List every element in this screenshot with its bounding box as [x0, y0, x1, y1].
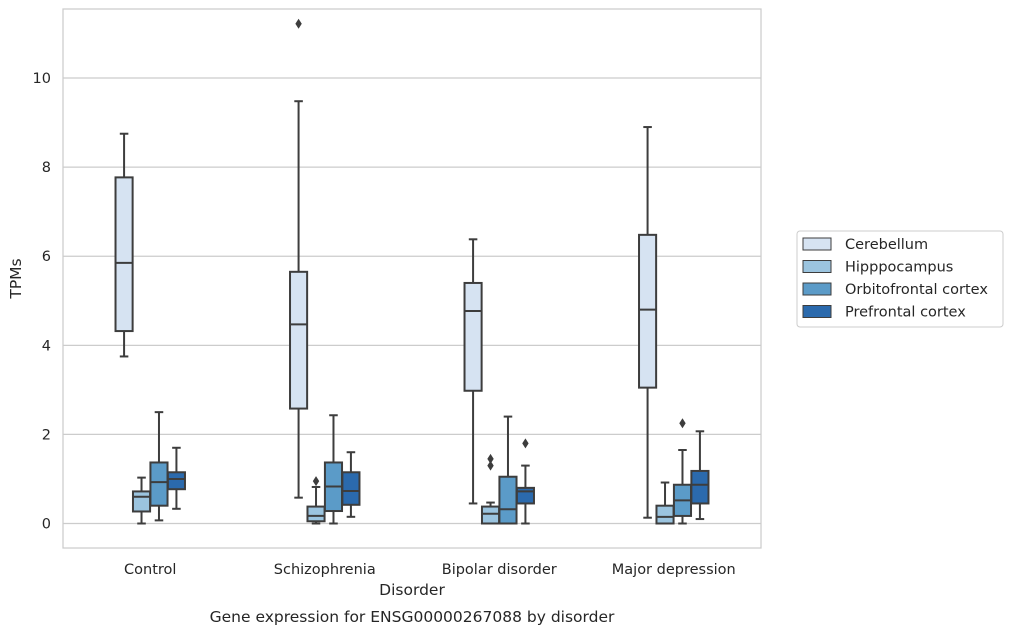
legend-label: Cerebellum: [845, 237, 928, 253]
outlier-point: [295, 18, 302, 29]
box-body: [655, 504, 675, 525]
box: [463, 238, 483, 505]
legend-swatch: [802, 260, 832, 273]
box: [131, 476, 152, 525]
box: [480, 453, 501, 525]
box-body: [638, 233, 658, 389]
legend-swatch: [802, 237, 832, 251]
legend: Cerebellum Hipppocampus Orbitofrontal cort…: [796, 230, 1004, 328]
outlier-point: [679, 418, 686, 429]
y-tick-label: 0: [42, 517, 51, 533]
box-body: [114, 176, 134, 333]
box-body: [289, 270, 309, 410]
box: [498, 415, 518, 525]
outlier-point: [487, 453, 494, 464]
x-tick-label: Control: [124, 562, 176, 578]
y-tick-label: 8: [42, 160, 51, 176]
y-tick-label: 10: [33, 71, 51, 87]
box: [289, 18, 309, 499]
y-tick-label: 4: [42, 338, 51, 354]
box-body: [166, 471, 186, 491]
legend-frame: [796, 230, 1004, 328]
plot-area-frame: [62, 8, 762, 549]
legend-swatch: [802, 282, 832, 296]
box-series: [131, 453, 675, 525]
outlier-point: [487, 460, 494, 471]
legend-label: Hipppocampus: [845, 260, 953, 276]
box: [114, 132, 134, 358]
legend-swatch: [802, 305, 832, 318]
grid-lines: [63, 77, 761, 525]
box: [655, 481, 675, 525]
box-body: [463, 281, 483, 392]
x-tick-label: Bipolar disorder: [442, 562, 557, 578]
x-tick-label: Schizophrenia: [274, 562, 376, 578]
y-tick-label: 2: [42, 427, 51, 443]
box-series: [114, 18, 658, 519]
x-axis-ticks: Control Schizophrenia Bipolar disorder Majo…: [124, 562, 736, 578]
legend-label: Prefrontal cortex: [845, 305, 966, 321]
box: [166, 446, 186, 510]
y-axis-ticks: 0 2 4 6 8 10: [33, 71, 51, 532]
box: [341, 451, 361, 518]
outlier-point: [522, 438, 529, 449]
box: [323, 414, 344, 525]
y-axis-label: TPMs: [7, 258, 25, 299]
x-tick-label: Major depression: [612, 562, 736, 578]
box-body: [306, 505, 326, 523]
box-body: [131, 490, 152, 513]
box-body: [149, 461, 169, 507]
y-tick-label: 6: [42, 249, 51, 265]
box: [149, 411, 169, 522]
box: [638, 126, 658, 519]
x-axis-label: Disorder: [379, 581, 445, 599]
outlier-point: [312, 476, 320, 487]
legend-label: Orbitofrontal cortex: [845, 282, 988, 298]
chart-caption: Gene expression for ENSG00000267088 by d…: [210, 608, 615, 626]
box-series-group: [114, 18, 710, 525]
box-body: [480, 505, 501, 525]
box-body: [341, 471, 361, 506]
box: [515, 438, 535, 525]
box-series: [166, 430, 710, 525]
box: [690, 430, 710, 521]
box-body: [515, 486, 535, 505]
box: [306, 476, 326, 525]
box-body: [498, 475, 518, 525]
box-body: [690, 469, 710, 505]
box-series: [149, 411, 693, 525]
